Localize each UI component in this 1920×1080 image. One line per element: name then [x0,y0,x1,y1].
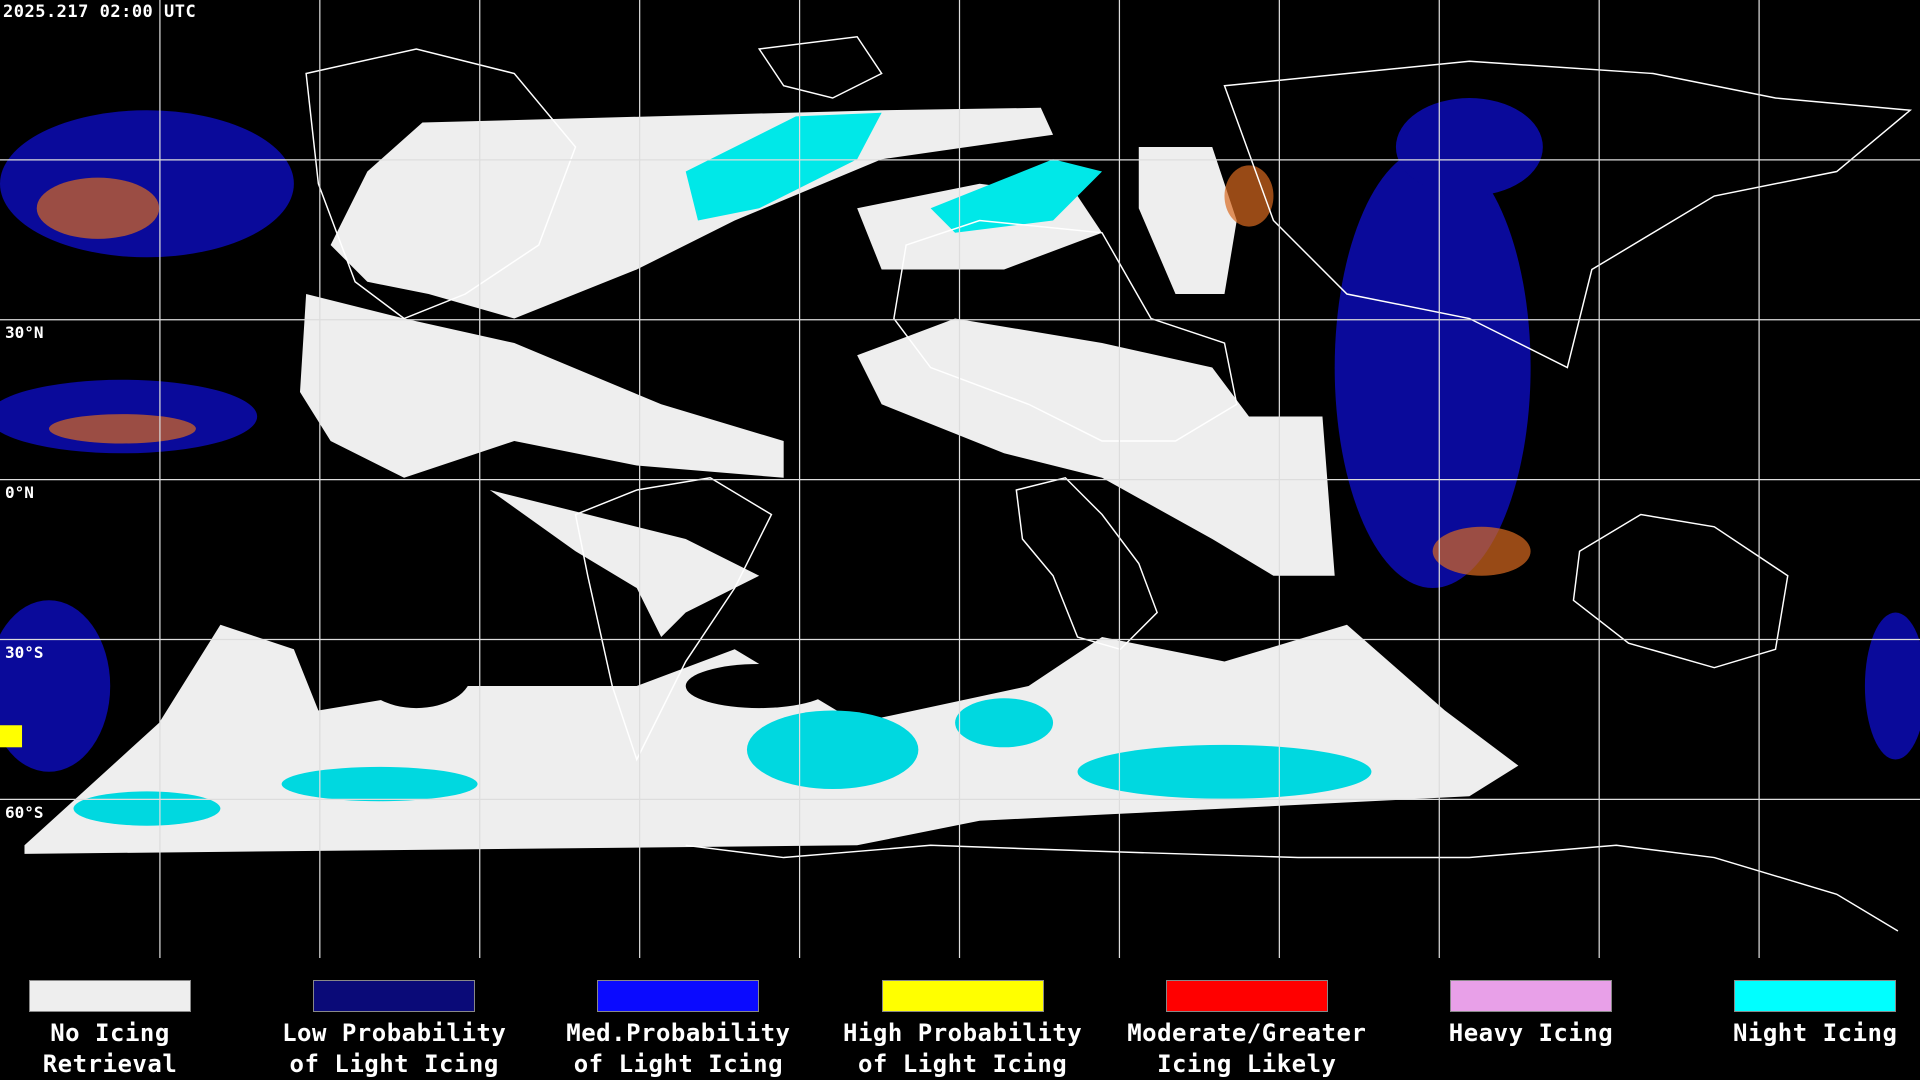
legend-item: High Probability of Light Icing [833,980,1093,1080]
night-icing-area [73,791,221,826]
coastline [685,844,1899,932]
night-icing-area [746,710,919,789]
legend-swatch [1165,980,1328,1012]
no-icing-area [489,490,760,638]
legend-swatch [597,980,760,1012]
legend-label: Heavy Icing [1448,1019,1614,1047]
no-icing-area [1138,147,1237,295]
coastline [757,35,883,99]
legend-item: No Icing Retrieval [0,980,240,1080]
cloud-layer [0,98,1920,854]
latitude-label: 0°N [5,483,34,502]
legend-label: No Icing [50,1019,170,1047]
icing-likely-area [36,177,160,239]
icing-probability-area [1864,612,1920,760]
legend-label: Med.Probability [566,1019,791,1047]
night-icing-area [1077,744,1372,799]
legend: No Icing Retrieval Low Probability of Light… [0,958,1920,1080]
night-icing-area [281,766,478,802]
night-icing-area [685,112,882,221]
icing-probability-area [0,110,294,258]
clear-area [685,663,833,709]
night-icing-area [955,698,1054,748]
map [0,0,1920,958]
legend-label: Night Icing [1732,1019,1898,1047]
coastline [1572,513,1789,669]
icing-likely-area [1224,165,1274,227]
legend-label: Retrieval [42,1050,178,1078]
no-icing-area [300,294,784,478]
icing-probability-area [1395,98,1543,197]
coastline [893,219,1238,442]
clear-area [361,639,472,709]
icing-probability-area [0,600,111,772]
coastline [305,48,577,320]
coastline [1223,60,1913,369]
legend-item: Low Probability of Light Icing [264,980,524,1080]
no-icing-area [857,318,1335,576]
latitude-label: 30°S [5,643,44,662]
coastlines [305,35,1913,932]
legend-label: Low Probability [282,1019,507,1047]
graticule [0,0,1920,958]
legend-swatch [881,980,1044,1012]
legend-item: Heavy Icing [1401,980,1661,1049]
coastline [1015,476,1158,651]
legend-item: Med.Probability of Light Icing [548,980,808,1080]
legend-label: Moderate/Greater [1127,1019,1367,1047]
legend-label: Icing Likely [1157,1050,1337,1078]
legend-item: Night Icing [1685,980,1920,1049]
icing-likely-area [48,414,196,444]
latitude-label: 60°S [5,803,44,822]
legend-item: Moderate/Greater Icing Likely [1117,980,1377,1080]
icing-probability-area [1334,147,1531,589]
icing-likely-area [1432,526,1531,576]
legend-label: of Light Icing [289,1050,499,1078]
night-icing-area [930,159,1103,233]
legend-swatch [1734,980,1897,1012]
legend-swatch [313,980,476,1012]
high-probability-area [0,725,23,748]
timestamp: 2025.217 02:00 UTC [3,2,197,22]
legend-label: of Light Icing [573,1050,784,1078]
legend-swatch [29,980,191,1012]
legend-swatch [1450,980,1612,1012]
coastline [574,477,773,762]
legend-label: of Light Icing [857,1050,1068,1078]
latitude-label: 30°N [5,323,44,342]
legend-label: High Probability [843,1019,1083,1047]
